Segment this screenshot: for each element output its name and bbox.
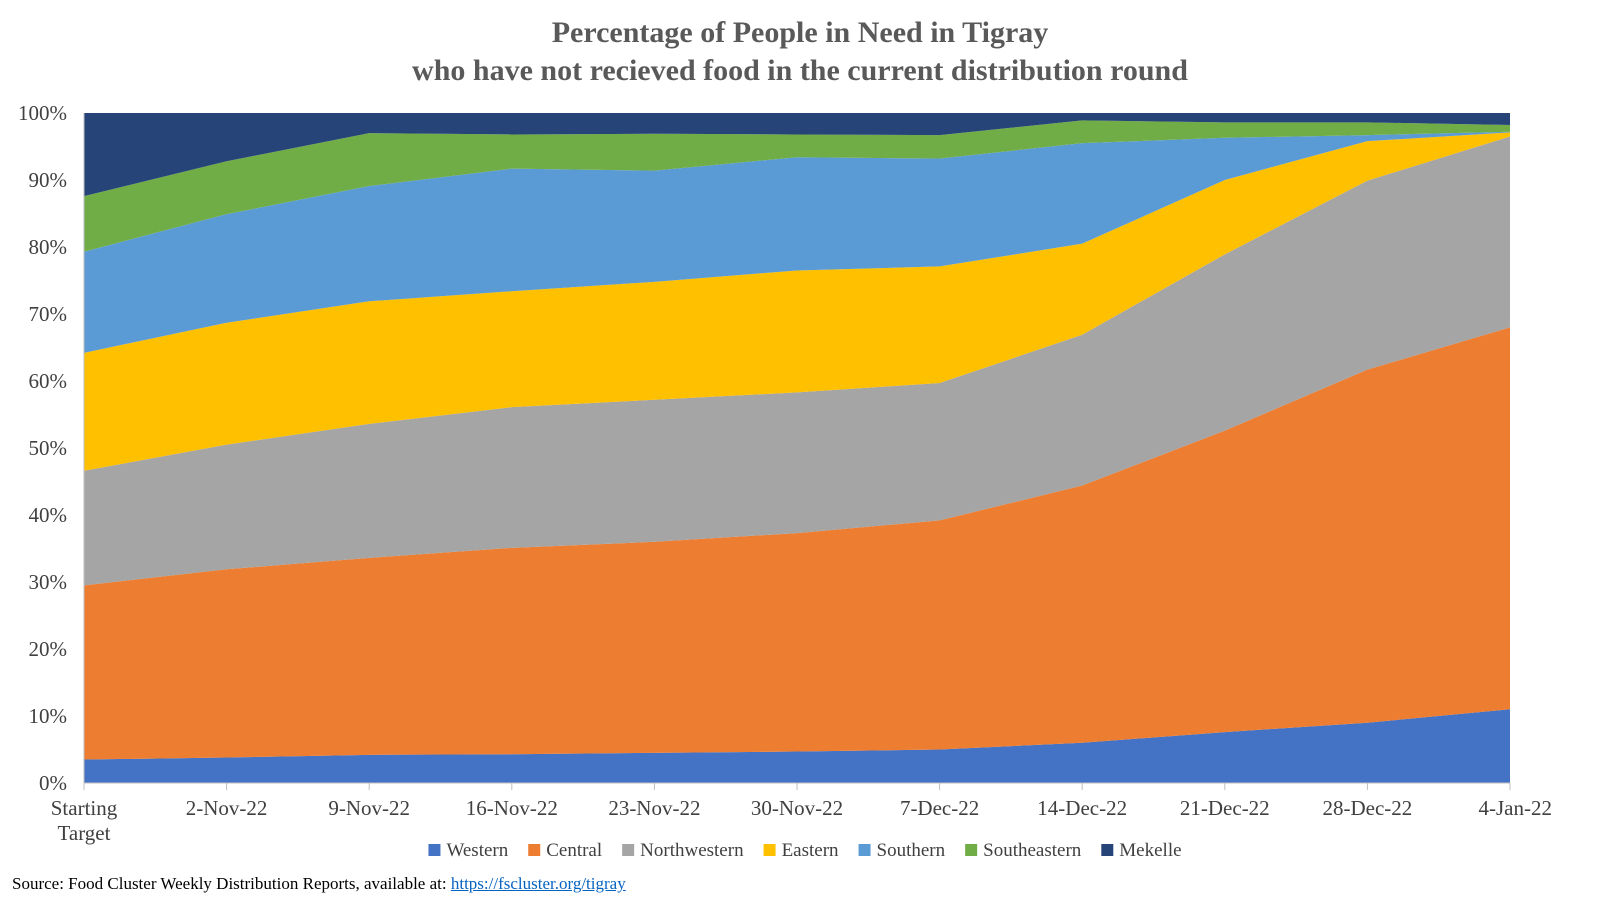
- y-tick-label: 70%: [29, 302, 68, 326]
- y-tick-label: 100%: [18, 101, 67, 125]
- legend-item-central: Central: [528, 840, 602, 861]
- area-western: [84, 709, 1510, 783]
- x-tick-label: 9-Nov-22: [328, 796, 410, 820]
- axes-group: [83, 113, 1511, 790]
- legend-item-southeastern: Southeastern: [965, 840, 1082, 861]
- source-text: Source: Food Cluster Weekly Distribution…: [12, 874, 451, 893]
- y-tick-label: 90%: [29, 168, 68, 192]
- x-tick-label: 4-Jan-22: [1479, 796, 1552, 820]
- legend-swatch: [1101, 844, 1114, 856]
- legend-swatch: [428, 844, 441, 856]
- legend-item-western: Western: [428, 840, 509, 861]
- legend-label: Mekelle: [1119, 840, 1181, 861]
- x-tick-labels: Starting Target 2-Nov-22 9-Nov-22 16-Nov-22 2…: [51, 796, 1552, 845]
- legend-label: Western: [446, 840, 508, 861]
- y-tick-labels: 0% 10% 20% 30% 40% 50% 60% 70% 80% 90% 100%: [18, 101, 67, 795]
- legend-item-northwestern: Northwestern: [622, 840, 744, 861]
- y-tick-label: 10%: [29, 704, 68, 728]
- chart-subtitle: who have not recieved food in the curren…: [412, 54, 1188, 87]
- area-eastern: [84, 132, 1510, 471]
- legend-swatch: [858, 844, 871, 856]
- legend-label: Eastern: [782, 840, 839, 861]
- legend-item-southern: Southern: [858, 840, 946, 861]
- x-tick-label: 23-Nov-22: [608, 796, 700, 820]
- x-tick-label: 2-Nov-22: [186, 796, 268, 820]
- y-tick-label: 50%: [29, 436, 68, 460]
- x-tick-label: 28-Dec-22: [1323, 796, 1413, 820]
- legend-label: Central: [546, 840, 602, 861]
- area-mekelle: [84, 113, 1510, 197]
- legend-label: Southern: [877, 840, 946, 861]
- source-note: Source: Food Cluster Weekly Distribution…: [12, 874, 626, 894]
- area-northwestern: [84, 136, 1510, 586]
- chart-title-block: Percentage of People in Need in Tigray w…: [0, 14, 1600, 90]
- y-tick-label: 40%: [29, 503, 68, 527]
- legend-swatch: [622, 844, 635, 856]
- y-tick-label: 60%: [29, 369, 68, 393]
- legend-label: Southeastern: [983, 840, 1082, 861]
- legend: Western Central Northwestern Eastern Souther…: [428, 840, 1182, 861]
- legend-swatch: [528, 844, 541, 856]
- area-southern: [84, 131, 1510, 353]
- area-southeastern: [84, 120, 1510, 252]
- legend-swatch: [763, 844, 776, 856]
- x-tick-label: 14-Dec-22: [1037, 796, 1127, 820]
- area-series-group: [84, 113, 1510, 783]
- area-central: [84, 327, 1510, 760]
- legend-item-mekelle: Mekelle: [1101, 840, 1182, 861]
- x-tick-label: 7-Dec-22: [900, 796, 979, 820]
- legend-item-eastern: Eastern: [763, 840, 839, 861]
- y-tick-label: 80%: [29, 235, 68, 259]
- x-tick-label: 30-Nov-22: [751, 796, 843, 820]
- x-tick-label: 21-Dec-22: [1180, 796, 1270, 820]
- y-tick-label: 20%: [29, 637, 68, 661]
- source-link[interactable]: https://fscluster.org/tigray: [450, 874, 626, 893]
- legend-label: Northwestern: [640, 840, 744, 861]
- x-tick-label: 16-Nov-22: [466, 796, 558, 820]
- chart-title: Percentage of People in Need in Tigray: [551, 16, 1049, 49]
- legend-swatch: [965, 844, 978, 856]
- x-tick-label: Starting Target: [51, 796, 118, 845]
- y-tick-label: 30%: [29, 570, 68, 594]
- y-tick-label: 0%: [39, 771, 67, 795]
